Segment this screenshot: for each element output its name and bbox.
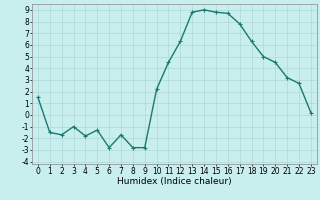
X-axis label: Humidex (Indice chaleur): Humidex (Indice chaleur) bbox=[117, 177, 232, 186]
